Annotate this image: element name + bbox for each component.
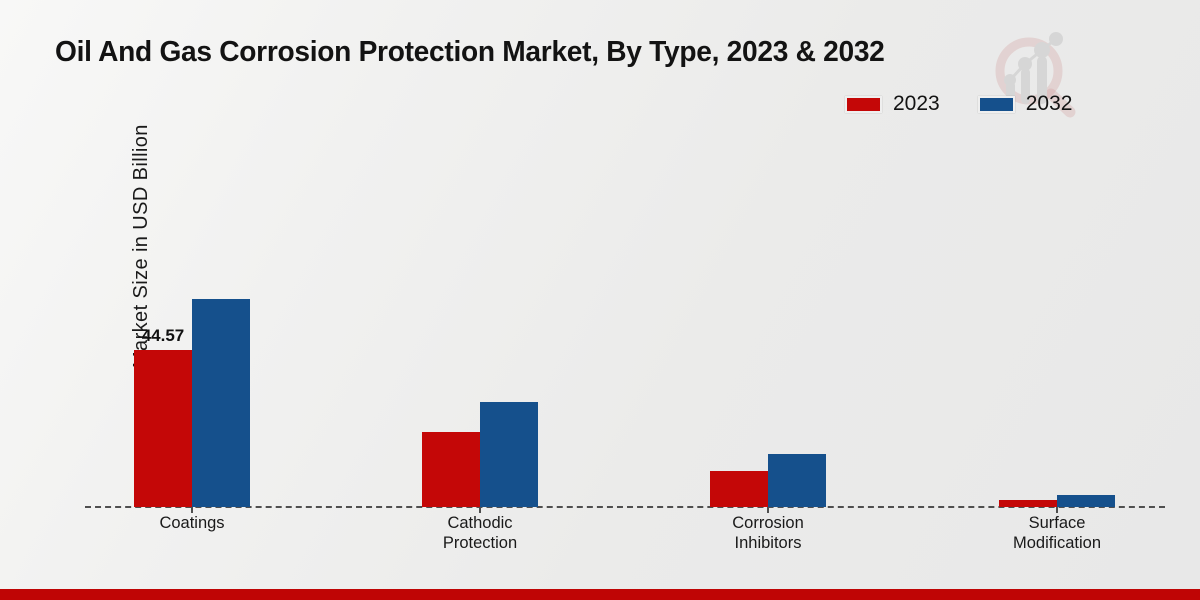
bar-2032 <box>1057 495 1115 507</box>
x-axis-category-label: Surface Modification <box>1012 514 1102 552</box>
legend-label-2032: 2032 <box>1025 92 1073 115</box>
bar-2023 <box>422 432 480 507</box>
chart-title: Oil And Gas Corrosion Protection Market,… <box>55 36 885 68</box>
bar-value-label: 44.57 <box>141 326 185 345</box>
bar-2032 <box>480 402 538 507</box>
bar-group: 44.57 <box>134 299 250 507</box>
legend-label-2023: 2023 <box>893 92 940 115</box>
x-axis-tick <box>767 507 769 513</box>
x-axis-category-label: Coatings <box>159 514 225 532</box>
legend-swatch-2023 <box>845 95 882 113</box>
plot-area: 44.57 <box>85 80 1165 513</box>
legend-item-2032: 2032 <box>977 92 1073 116</box>
x-axis-line <box>85 506 1165 508</box>
bar-2023: 44.57 <box>134 326 192 507</box>
x-axis-tick <box>479 507 481 513</box>
x-axis-tick <box>191 507 193 513</box>
x-axis-category-label: Cathodic Protection <box>442 514 518 552</box>
legend-swatch-2032 <box>977 95 1015 113</box>
bar-2032 <box>192 299 250 507</box>
bar-2023 <box>999 500 1057 507</box>
x-axis-labels: Coatings Cathodic Protection Corrosion Inhib… <box>85 514 1165 564</box>
bar-group <box>710 454 826 507</box>
legend-item-2023: 2023 <box>845 92 940 116</box>
bar-group <box>422 402 538 507</box>
bar-2032 <box>768 454 826 507</box>
x-axis-tick <box>1056 507 1058 513</box>
bar-group <box>999 495 1115 507</box>
bar-2023 <box>710 471 768 507</box>
x-axis-category-label: Corrosion Inhibitors <box>732 514 804 552</box>
footer-accent-bar <box>0 589 1200 600</box>
legend: 2023 2032 <box>845 92 1072 116</box>
magnifier-bar-chart-logo-icon <box>995 32 1076 118</box>
